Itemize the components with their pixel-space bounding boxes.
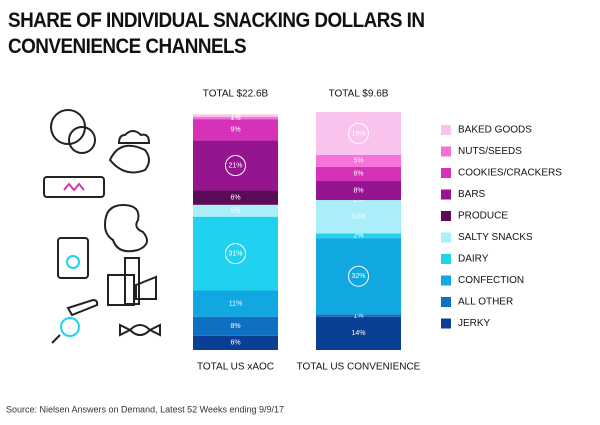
- legend-label: COOKIES/CRACKERS: [458, 168, 562, 179]
- legend-swatch: [441, 168, 451, 178]
- data-label: 5%: [230, 208, 240, 215]
- bar-segment: [316, 200, 401, 234]
- legend-label: BARS: [458, 189, 486, 200]
- bar-segment: [316, 166, 401, 182]
- data-label: 31%: [228, 250, 242, 257]
- data-label: 14%: [351, 214, 365, 221]
- legend-label: DAIRY: [458, 254, 489, 265]
- x-tick-label: TOTAL US xAOC: [197, 362, 274, 373]
- bar-segment: [193, 116, 278, 120]
- bar-segment: [316, 112, 401, 155]
- bar-segment: [316, 233, 401, 239]
- bar-segment: [316, 238, 401, 315]
- data-label: 18%: [351, 130, 365, 137]
- legend-label: BAKED GOODS: [458, 125, 532, 136]
- bar-segment: [193, 316, 278, 336]
- legend-label: JERKY: [458, 318, 491, 329]
- bar-segment: [193, 204, 278, 217]
- bar-segment: [316, 314, 401, 317]
- bar-segment: [316, 181, 401, 201]
- data-label: 1%: [353, 312, 363, 319]
- data-label: 5%: [353, 158, 363, 165]
- legend-swatch: [441, 211, 451, 221]
- label-ring: [348, 122, 369, 144]
- data-label: 2%: [353, 233, 363, 240]
- data-label: 11%: [229, 300, 243, 307]
- bar-segment: [316, 154, 401, 167]
- bar-segment: [193, 335, 278, 350]
- data-label: 6%: [230, 340, 240, 347]
- bar-total: TOTAL $9.6B: [329, 89, 389, 100]
- label-ring: [348, 265, 369, 287]
- legend-swatch: [441, 297, 451, 307]
- bar-segment: [193, 290, 278, 317]
- legend-label: SALTY SNACKS: [458, 232, 533, 243]
- bar-segment: [193, 114, 278, 117]
- legend-label: NUTS/SEEDS: [458, 146, 522, 157]
- legend-swatch: [441, 275, 451, 286]
- bar-total: TOTAL $22.6B: [203, 89, 269, 100]
- bar-segment: [193, 140, 278, 191]
- data-label: 1%: [230, 112, 240, 119]
- bar-segment: [316, 316, 401, 350]
- data-label: 0%: [353, 197, 363, 204]
- label-ring: [225, 243, 246, 265]
- data-label: 8%: [230, 323, 240, 330]
- bar-segment: [193, 190, 278, 205]
- data-label: 1%: [230, 115, 240, 122]
- data-label: 21%: [228, 162, 242, 169]
- legend-label: PRODUCE: [458, 211, 508, 222]
- legend-swatch: [441, 232, 451, 243]
- legend-swatch: [441, 125, 451, 135]
- data-label: 9%: [230, 127, 240, 134]
- data-label: 6%: [230, 195, 240, 202]
- legend-label: ALL OTHER: [458, 297, 513, 308]
- bar-segment: [193, 216, 278, 291]
- legend-swatch: [441, 254, 451, 264]
- data-label: 6%: [353, 171, 363, 178]
- label-ring: [225, 155, 246, 177]
- legend-swatch: [441, 146, 451, 157]
- source: Source: Nielsen Answers on Demand, Lates…: [6, 404, 284, 414]
- bar-segment: [193, 119, 278, 141]
- data-label: 8%: [353, 187, 363, 194]
- icons: [43, 109, 161, 344]
- data-label: 14%: [351, 330, 365, 337]
- legend-label: CONFECTION: [458, 275, 524, 286]
- chart-title: SHARE OF INDIVIDUAL SNACKING DOLLARS IN …: [8, 9, 425, 58]
- data-label: 32%: [351, 273, 365, 280]
- legend-swatch: [441, 189, 451, 200]
- x-tick-label: TOTAL US CONVENIENCE: [297, 362, 421, 373]
- legend-swatch: [441, 318, 451, 329]
